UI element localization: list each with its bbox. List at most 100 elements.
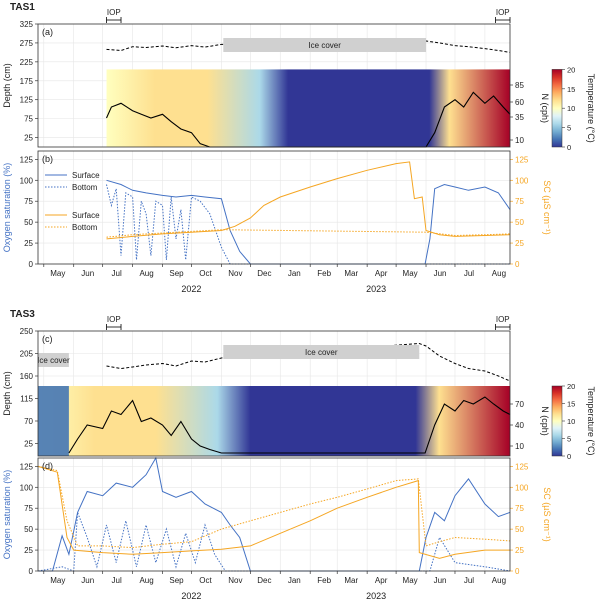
month-label: May [50, 576, 65, 585]
temperature-heatmap [38, 386, 510, 456]
y-tick-label: 25 [24, 134, 33, 143]
y-tick-label: 250 [20, 327, 34, 336]
colorbar-tick-label: 20 [567, 382, 575, 391]
month-label: Nov [228, 269, 242, 278]
y-tick-label: 50 [24, 525, 33, 534]
month-label: Aug [492, 576, 506, 585]
oxygen-solid-line [106, 179, 511, 265]
month-label: Jan [288, 269, 301, 278]
colorbar-tick-label: 15 [567, 400, 575, 409]
y-tick-label: 0 [29, 567, 34, 576]
y-tick-label: 100 [20, 483, 34, 492]
colorbar-tick-label: 5 [567, 124, 571, 133]
colorbar-tick-label: 0 [567, 452, 571, 461]
sc-dotted-line [106, 229, 511, 238]
legend-label: Surface [72, 211, 100, 220]
temperature-heatmap-cold [38, 386, 69, 456]
month-label: Dec [257, 576, 271, 585]
depth-axis-label: Depth (cm) [2, 371, 12, 416]
y2-tick-label: 0 [515, 567, 520, 576]
depth-axis-label: Depth (cm) [2, 63, 12, 108]
legend-label: Surface [72, 171, 100, 180]
y-tick-label: 205 [20, 350, 34, 359]
month-label: Jun [81, 269, 94, 278]
month-label: May [50, 269, 65, 278]
y2-tick-label: 100 [515, 176, 529, 185]
oxygen-axis-label: Oxygen saturation (%) [2, 163, 12, 253]
n-axis-label: N (cph) [540, 406, 550, 436]
panel-frame-2 [37, 330, 511, 457]
month-label: Nov [228, 576, 242, 585]
y2-tick-label: 75 [515, 504, 524, 513]
y2-tick-label: 10 [515, 442, 524, 451]
y2-tick-label: 125 [515, 462, 529, 471]
station-title: TAS3 [10, 309, 35, 320]
iop-label: IOP [107, 315, 121, 324]
month-label: Oct [199, 269, 212, 278]
y-tick-label: 175 [20, 77, 34, 86]
oxygen-solid-line [38, 456, 511, 572]
y2-tick-label: 50 [515, 218, 524, 227]
y-tick-label: 125 [20, 462, 34, 471]
n-axis-label: N (cph) [540, 93, 550, 123]
y2-tick-label: 25 [515, 239, 524, 248]
y2-tick-label: 40 [515, 421, 524, 430]
year-label: 2023 [366, 591, 386, 600]
y2-tick-label: 70 [515, 400, 524, 409]
colorbar-tick-label: 5 [567, 435, 571, 444]
colorbar-tick-label: 20 [567, 65, 575, 74]
month-label: Sep [169, 269, 184, 278]
month-label: Jul [112, 576, 122, 585]
y2-tick-label: 50 [515, 525, 524, 534]
sc-axis-label: SC (µS cm⁻¹) [542, 487, 552, 541]
sc-dotted-line [37, 465, 511, 549]
ice-cover-bar [38, 353, 69, 367]
month-label: Sep [169, 576, 184, 585]
month-label: Dec [257, 269, 271, 278]
iop-label: IOP [496, 8, 510, 17]
month-label: Aug [139, 269, 153, 278]
year-label: 2022 [181, 284, 201, 294]
y2-tick-label: 35 [515, 113, 524, 122]
month-label: Oct [199, 576, 212, 585]
colorbar-tick-label: 15 [567, 85, 575, 94]
month-label: Mar [344, 269, 358, 278]
y2-tick-label: 85 [515, 81, 524, 90]
year-label: 2022 [181, 591, 201, 600]
month-label: Feb [317, 269, 331, 278]
oxygen-axis-label: Oxygen saturation (%) [2, 470, 12, 560]
month-label: Jul [464, 269, 474, 278]
month-label: Apr [375, 576, 388, 585]
y-tick-label: 75 [24, 504, 33, 513]
oxygen-dotted-line [37, 512, 511, 572]
ice-cover-label: Ice cover [37, 356, 70, 365]
sc-solid-line [37, 465, 510, 559]
panel-label: (b) [42, 154, 53, 164]
y2-tick-label: 60 [515, 98, 524, 107]
legend-label: Bottom [72, 223, 98, 232]
month-label: Jan [288, 576, 301, 585]
y2-tick-label: 125 [515, 155, 529, 164]
ice-cover-bar [223, 38, 427, 52]
y-tick-label: 25 [24, 546, 33, 555]
y-tick-label: 275 [20, 39, 34, 48]
y-tick-label: 225 [20, 58, 34, 67]
month-label: Feb [317, 576, 331, 585]
colorbar-label: Temperature (°C) [586, 386, 596, 455]
month-label: May [403, 576, 418, 585]
month-label: Jul [112, 269, 122, 278]
y-tick-label: 75 [24, 197, 33, 206]
surface-depth-line [106, 342, 511, 382]
y-tick-label: 125 [20, 96, 34, 105]
year-label: 2023 [366, 284, 386, 294]
panel-frame-1 [37, 150, 511, 265]
month-label: Jun [434, 269, 447, 278]
sc-solid-line [106, 161, 511, 240]
oxygen-dotted-line [106, 184, 510, 265]
iop-label: IOP [496, 315, 510, 324]
month-label: Jun [434, 576, 447, 585]
legend-label: Bottom [72, 183, 98, 192]
panel-label: (c) [42, 334, 53, 344]
temperature-heatmap [106, 69, 510, 147]
